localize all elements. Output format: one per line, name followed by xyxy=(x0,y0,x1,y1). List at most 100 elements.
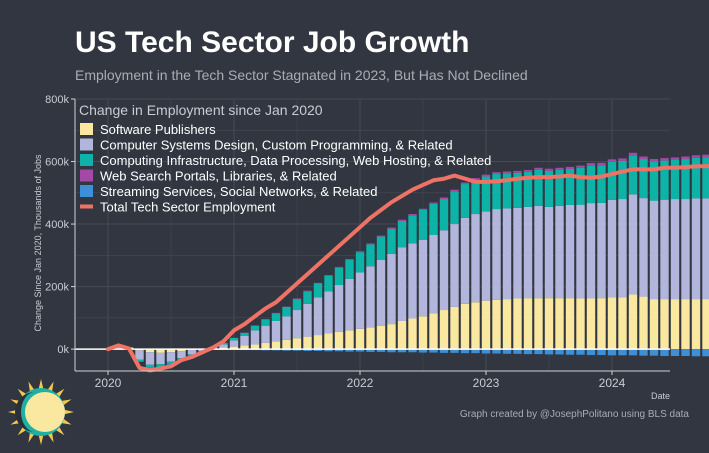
bar-streaming xyxy=(292,349,302,351)
bar-streaming xyxy=(534,349,543,355)
bar-computer_design xyxy=(303,303,312,337)
bar-streaming xyxy=(282,349,291,351)
x-tick-label: 2020 xyxy=(95,376,122,390)
bar-web_search xyxy=(576,165,585,168)
bar-computer_design xyxy=(691,198,701,300)
bar-computer_design xyxy=(250,330,260,345)
bar-infrastructure xyxy=(691,157,701,199)
bar-software xyxy=(586,298,596,350)
bar-streaming xyxy=(639,349,648,356)
bar-infrastructure xyxy=(649,161,659,201)
x-axis-label: Date xyxy=(651,391,670,401)
bar-web_search xyxy=(681,156,690,160)
bar-streaming xyxy=(135,361,144,362)
legend-title: Change in Employment since Jan 2020 xyxy=(79,102,323,118)
legend-swatch xyxy=(80,169,93,182)
bar-computer_design xyxy=(261,325,270,343)
chart-title: US Tech Sector Job Growth xyxy=(75,26,470,59)
bar-software xyxy=(607,297,617,350)
bar-infrastructure xyxy=(607,161,617,200)
bar-infrastructure xyxy=(324,275,333,292)
bar-infrastructure xyxy=(523,171,533,207)
bar-software xyxy=(313,335,323,350)
bar-computer_design xyxy=(156,352,165,365)
bar-streaming xyxy=(691,349,701,357)
legend-swatch xyxy=(80,185,93,197)
bar-infrastructure xyxy=(250,325,260,331)
bar-streaming xyxy=(628,349,638,356)
bar-streaming xyxy=(513,349,522,354)
legend-item-label: Computer Systems Design, Custom Programm… xyxy=(100,138,453,153)
bar-infrastructure xyxy=(408,215,417,244)
bar-computer_design xyxy=(607,199,617,298)
y-tick-label: 600k xyxy=(45,157,69,169)
bar-software xyxy=(408,318,417,350)
bar-computer_design xyxy=(460,217,470,304)
bar-infrastructure xyxy=(282,306,291,317)
bar-computer_design xyxy=(544,206,554,299)
bar-infrastructure xyxy=(397,220,407,248)
bar-infrastructure xyxy=(345,260,354,279)
bar-web_search xyxy=(618,158,627,161)
bar-computer_design xyxy=(660,199,669,300)
bar-streaming xyxy=(450,349,459,353)
bar-web_search xyxy=(324,275,333,276)
bar-software xyxy=(156,349,165,353)
bar-infrastructure xyxy=(387,228,396,254)
bar-software xyxy=(576,298,585,350)
bar-web_search xyxy=(660,158,669,161)
legend-item-label: Web Search Portals, Libraries, & Related xyxy=(100,169,337,184)
bar-computer_design xyxy=(681,199,690,300)
bar-web_search xyxy=(481,174,491,177)
bar-computer_design xyxy=(576,204,585,299)
bar-infrastructure xyxy=(135,359,144,362)
bar-web_search xyxy=(555,167,564,170)
bar-software xyxy=(460,303,470,350)
bar-infrastructure xyxy=(534,169,543,206)
x-tick-label: 2021 xyxy=(221,376,248,390)
bar-computer_design xyxy=(292,310,302,339)
bar-computer_design xyxy=(492,209,501,300)
bar-infrastructure xyxy=(565,169,575,205)
bar-web_search xyxy=(691,155,701,158)
bar-software xyxy=(439,310,449,350)
bar-web_search xyxy=(450,189,459,192)
bar-web_search xyxy=(607,159,617,162)
legend-swatch xyxy=(80,138,93,151)
bar-computer_design xyxy=(639,198,648,297)
bar-web_search xyxy=(523,169,533,172)
bar-computer_design xyxy=(145,352,155,365)
bar-web_search xyxy=(492,172,501,175)
bar-infrastructure xyxy=(261,319,270,326)
bar-software xyxy=(303,336,312,350)
bar-web_search xyxy=(334,266,344,268)
bar-streaming xyxy=(345,349,354,352)
legend-item-label: Streaming Services, Social Networks, & R… xyxy=(100,184,377,199)
bar-computer_design xyxy=(387,253,396,325)
bar-web_search xyxy=(292,298,302,300)
bar-web_search xyxy=(418,208,428,210)
bar-infrastructure xyxy=(471,179,480,215)
bar-streaming xyxy=(681,349,690,356)
bar-computer_design xyxy=(345,278,354,331)
bar-streaming xyxy=(586,349,596,356)
bar-computer_design xyxy=(397,247,407,321)
bar-computer_design xyxy=(135,350,144,360)
bar-streaming xyxy=(397,349,407,353)
legend-item-label: Computing Infrastructure, Data Processin… xyxy=(100,153,491,168)
bar-software xyxy=(523,298,533,350)
total-employment-line xyxy=(106,163,709,373)
bar-streaming xyxy=(313,349,323,351)
bar-software xyxy=(271,341,281,350)
bar-streaming xyxy=(481,349,491,354)
sun-logo xyxy=(8,379,74,445)
bar-infrastructure xyxy=(229,337,239,341)
bar-streaming xyxy=(334,349,344,352)
chart-subtitle: Employment in the Tech Sector Stagnated … xyxy=(75,67,528,83)
legend-item-label: Total Tech Sector Employment xyxy=(100,200,276,215)
x-tick-label: 2022 xyxy=(347,376,374,390)
bar-software xyxy=(691,299,701,350)
bar-software xyxy=(387,324,396,350)
bar-software xyxy=(670,299,680,350)
credit-text: Graph created by @JosephPolitano using B… xyxy=(459,409,689,420)
